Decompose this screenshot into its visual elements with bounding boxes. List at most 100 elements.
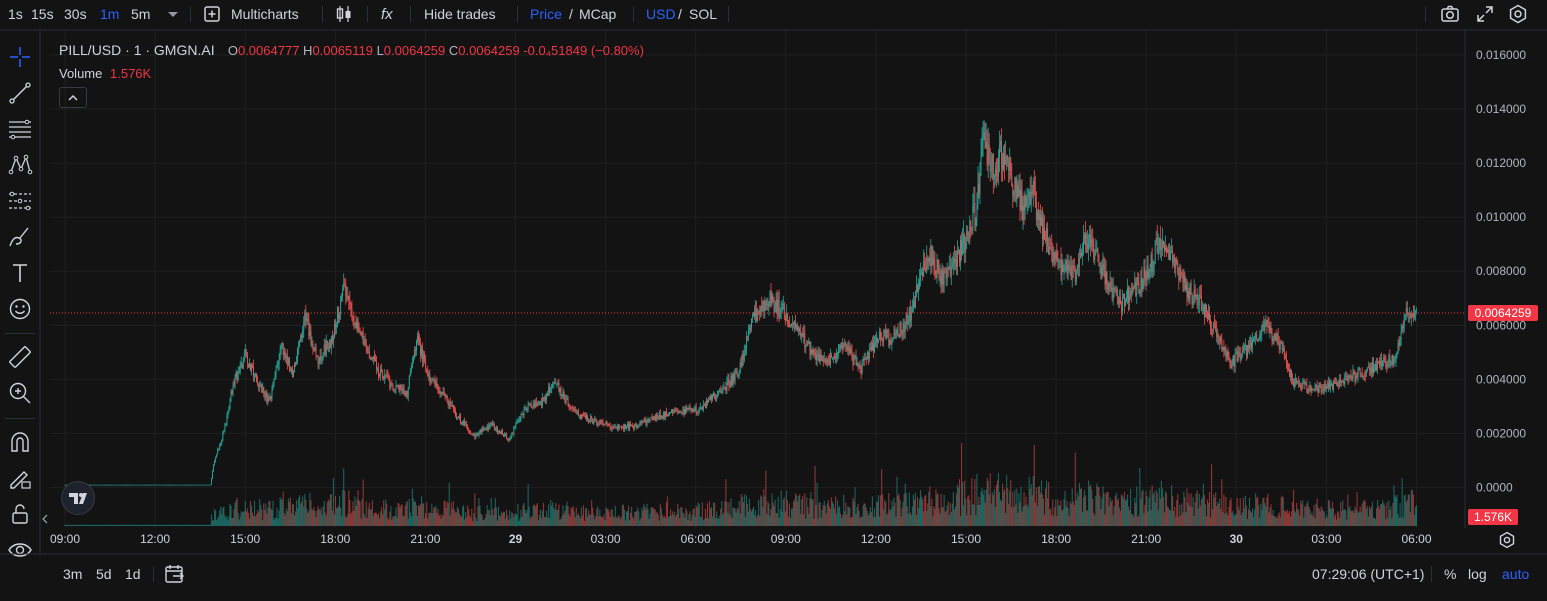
price-axis: 0.0160000.0140000.0120000.0100000.008000… bbox=[1476, 48, 1526, 494]
range-3m[interactable]: 3m bbox=[63, 566, 83, 582]
volume-bar bbox=[1254, 509, 1256, 526]
volume-bar bbox=[1279, 517, 1281, 526]
candle-body bbox=[975, 217, 977, 226]
fullscreen-icon[interactable] bbox=[1475, 4, 1495, 24]
multicharts-button[interactable]: Multicharts bbox=[231, 6, 299, 22]
volume-bar bbox=[1099, 495, 1101, 526]
scroll-left-icon[interactable] bbox=[40, 512, 50, 526]
settings-gear-icon[interactable] bbox=[1508, 4, 1528, 24]
tradingview-logo[interactable] bbox=[61, 481, 95, 515]
hide-trades-button[interactable]: Hide trades bbox=[424, 6, 496, 22]
interval-1m[interactable]: 1m bbox=[100, 6, 120, 22]
candle-body bbox=[1342, 381, 1344, 382]
volume-bar bbox=[1362, 501, 1364, 526]
candle-body bbox=[804, 333, 806, 347]
volume-bar bbox=[668, 515, 671, 526]
candle-body bbox=[498, 430, 500, 432]
candle-body bbox=[1197, 304, 1199, 306]
lock-icon[interactable] bbox=[7, 501, 33, 527]
candle-body bbox=[678, 411, 680, 414]
volume-bar bbox=[775, 513, 777, 526]
candle-body bbox=[361, 332, 363, 335]
interval-1s[interactable]: 1s bbox=[8, 6, 23, 22]
crosshair-icon[interactable] bbox=[7, 44, 33, 70]
candle-body bbox=[1373, 363, 1374, 373]
log-scale-toggle[interactable]: log bbox=[1468, 566, 1487, 582]
pencil-lock-icon[interactable] bbox=[7, 465, 33, 491]
volume-bar bbox=[1125, 499, 1128, 526]
volume-bar bbox=[267, 507, 269, 526]
volume-bar bbox=[549, 518, 551, 526]
pattern-icon[interactable] bbox=[7, 152, 33, 178]
volume-bar bbox=[364, 517, 366, 526]
axis-settings-icon[interactable] bbox=[1497, 530, 1517, 550]
ruler-icon[interactable] bbox=[7, 344, 33, 370]
candle-body bbox=[618, 425, 620, 430]
magnet-icon[interactable] bbox=[7, 429, 33, 455]
candle-body bbox=[454, 410, 456, 416]
volume-bar bbox=[935, 489, 937, 526]
trend-line-icon[interactable] bbox=[7, 80, 33, 106]
volume-bar bbox=[1349, 506, 1351, 526]
brush-icon[interactable] bbox=[7, 224, 33, 250]
candle-body bbox=[400, 385, 402, 390]
camera-icon[interactable] bbox=[1440, 4, 1460, 24]
sol-toggle[interactable]: SOL bbox=[689, 6, 718, 22]
volume-bar bbox=[186, 524, 188, 526]
volume-bar bbox=[959, 515, 962, 526]
volume-bar bbox=[1041, 494, 1044, 526]
volume-bar bbox=[1199, 505, 1201, 526]
fib-retracement-icon[interactable] bbox=[7, 116, 33, 142]
candle-body bbox=[869, 347, 871, 350]
price-toggle[interactable]: Price bbox=[530, 6, 562, 22]
percent-scale-toggle[interactable]: % bbox=[1444, 566, 1457, 582]
volume-bar bbox=[449, 515, 451, 526]
auto-scale-toggle[interactable]: auto bbox=[1502, 566, 1530, 582]
candle-body bbox=[1067, 264, 1069, 275]
collapse-legend-button[interactable] bbox=[59, 87, 87, 108]
candle-body bbox=[699, 407, 701, 409]
candle-body bbox=[944, 271, 946, 273]
zoom-in-icon[interactable] bbox=[7, 380, 33, 406]
range-1d[interactable]: 1d bbox=[125, 566, 141, 582]
usd-toggle[interactable]: USD bbox=[646, 6, 676, 22]
candle-body bbox=[1064, 263, 1066, 270]
volume-bar bbox=[1244, 495, 1246, 526]
candle-body bbox=[523, 409, 525, 416]
indicators-fx-icon[interactable]: fx bbox=[380, 4, 400, 24]
volume-bar bbox=[675, 516, 677, 526]
range-5d[interactable]: 5d bbox=[96, 566, 112, 582]
volume-bar bbox=[1305, 506, 1307, 526]
volume-bar bbox=[485, 514, 487, 526]
symbol-title[interactable]: PILL/USD · 1 · GMGN.AI bbox=[59, 42, 215, 58]
interval-5m[interactable]: 5m bbox=[131, 6, 151, 22]
calendar-goto-icon[interactable] bbox=[164, 563, 186, 585]
volume-bar bbox=[1221, 479, 1223, 526]
candle-body bbox=[535, 401, 537, 404]
interval-30s[interactable]: 30s bbox=[64, 6, 87, 22]
add-square-icon[interactable] bbox=[202, 4, 222, 24]
prediction-icon[interactable] bbox=[7, 188, 33, 214]
candlestick-type-icon[interactable] bbox=[334, 4, 354, 24]
emoji-icon[interactable] bbox=[7, 296, 33, 322]
candle-body bbox=[1051, 247, 1053, 253]
volume-bar bbox=[883, 509, 885, 526]
text-tool-icon[interactable] bbox=[7, 260, 33, 286]
volume-bar bbox=[795, 493, 797, 526]
candle-body bbox=[430, 381, 432, 383]
clock-timezone[interactable]: 07:29:06 (UTC+1) bbox=[1312, 566, 1425, 582]
volume-bar bbox=[79, 524, 81, 526]
volume-bar bbox=[1107, 491, 1109, 526]
candle-body bbox=[1006, 156, 1008, 160]
candle-body bbox=[621, 427, 623, 429]
interval-15s[interactable]: 15s bbox=[31, 6, 54, 22]
volume-bar bbox=[123, 524, 125, 526]
volume-bar bbox=[499, 516, 502, 526]
candle-body bbox=[138, 484, 140, 486]
chevron-down-icon[interactable] bbox=[163, 4, 183, 24]
volume-bar bbox=[790, 508, 793, 526]
candle-body bbox=[1348, 377, 1350, 381]
volume-bar bbox=[1209, 517, 1212, 526]
mcap-toggle[interactable]: MCap bbox=[579, 6, 617, 22]
candle-body bbox=[640, 422, 642, 423]
